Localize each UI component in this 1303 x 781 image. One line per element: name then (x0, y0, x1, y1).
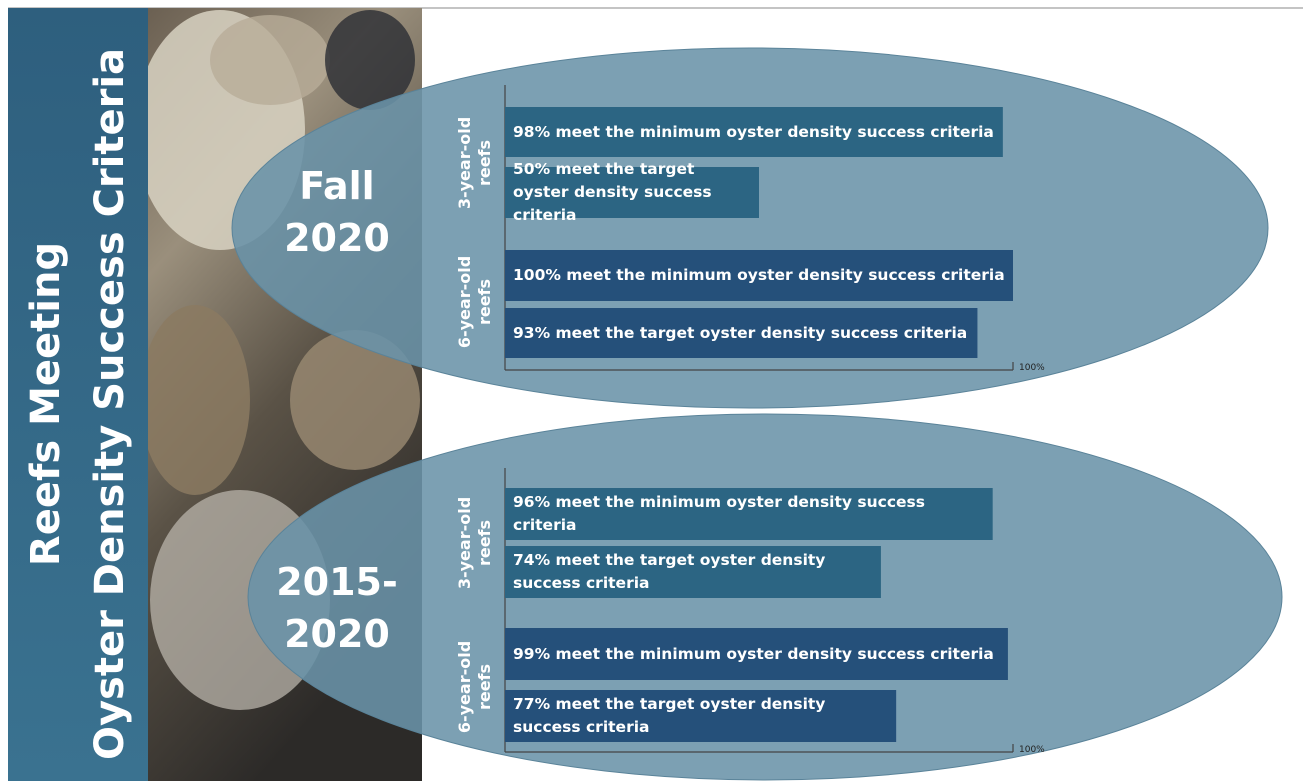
shell (325, 10, 415, 110)
bar (505, 250, 1013, 301)
page-title: Reefs Meeting Oyster Density Success Cri… (14, 24, 142, 781)
bar (505, 628, 1008, 680)
shell (210, 15, 330, 105)
bar (505, 107, 1003, 157)
shell (140, 305, 250, 495)
group-label: 3-year-old reefs (455, 116, 494, 210)
bar (505, 167, 759, 218)
title-strip (8, 8, 148, 781)
bar-label: 93% meet the target oyster density succe… (513, 323, 968, 342)
bar (505, 308, 978, 358)
bar-label: 50% meet the target oyster density succe… (513, 160, 712, 224)
bar-label: 98% meet the minimum oyster density succ… (513, 122, 994, 141)
chart-title: 2015-2020 (276, 560, 398, 656)
bar-label: 77% meet the target oyster density succe… (513, 695, 826, 736)
group-label: 6-year-old reefs (455, 640, 494, 734)
bar (505, 690, 897, 742)
bar-label: 99% meet the minimum oyster density succ… (513, 644, 994, 663)
chart-title: Fall 2020 (284, 164, 390, 260)
bar (505, 546, 881, 598)
group-label: 3-year-old reefs (455, 496, 494, 590)
title-line: Oyster Density Success Criteria (87, 47, 133, 761)
bar (505, 488, 993, 540)
title-line: Reefs Meeting (23, 241, 69, 567)
x-tick-label: 100% (1019, 363, 1045, 373)
group-label: 6-year-old reefs (455, 255, 494, 349)
x-tick-label: 100% (1019, 745, 1045, 755)
bar-label: 96% meet the minimum oyster density succ… (513, 493, 926, 534)
bar-label: 100% meet the minimum oyster density suc… (513, 266, 1005, 284)
shell (290, 330, 420, 470)
bar-label: 74% meet the target oyster density succe… (513, 551, 826, 592)
chart-ellipse (231, 47, 1269, 409)
